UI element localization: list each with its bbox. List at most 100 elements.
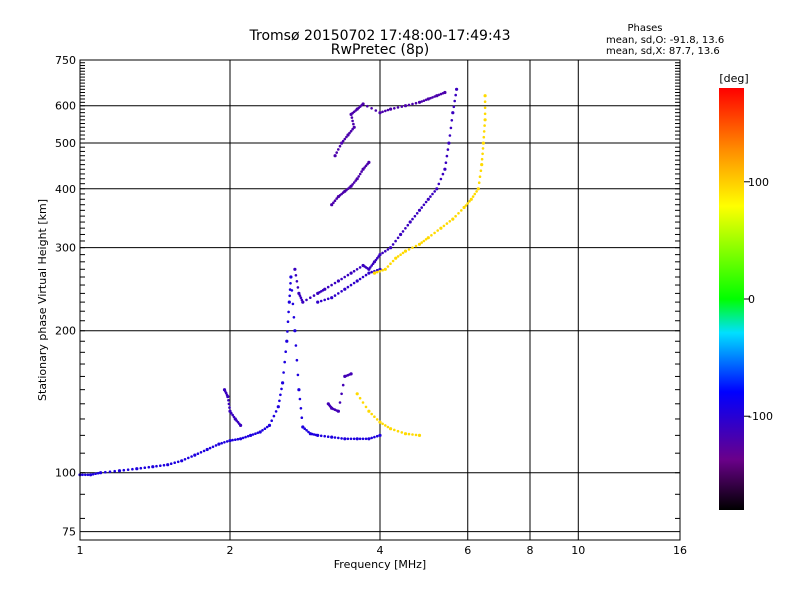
data-point [483,94,487,98]
data-point [333,436,337,439]
data-point [351,119,354,123]
data-point [254,432,257,436]
data-point [464,204,468,207]
data-point [389,107,393,111]
data-point [176,460,180,464]
chart-subtitle: RwPretec (8p) [331,42,429,58]
data-point [370,412,374,416]
data-point [378,420,382,424]
data-point [340,437,343,440]
data-point [384,424,387,427]
data-point [283,360,287,364]
data-point [480,157,484,161]
data-point [352,122,355,126]
data-point [389,427,393,431]
data-point [330,435,334,439]
data-point [361,275,365,279]
data-point [104,470,107,474]
data-point [91,473,95,476]
data-point [333,281,337,285]
data-point [483,118,487,122]
data-point [462,205,466,210]
data-point [166,463,170,467]
data-point [381,110,384,114]
data-point [358,277,362,281]
data-point [437,93,441,97]
data-point [445,154,449,158]
data-point [426,236,430,240]
data-point [139,466,143,470]
data-point [367,409,371,413]
data-point [295,358,299,362]
data-point [477,181,481,184]
data-point [448,134,452,137]
data-point [288,294,292,298]
data-point [258,430,262,434]
stats-line-o: mean, sd,O: -91.8, 13.6 [606,35,724,46]
data-point [239,437,243,441]
data-point [350,116,354,119]
data-point [439,92,443,96]
data-point [265,425,269,429]
data-point [336,409,340,413]
data-point [374,258,378,262]
data-point [267,423,272,427]
data-point [352,181,356,184]
data-point [190,455,193,458]
data-point [205,447,209,452]
data-point [396,106,400,109]
x-tick-label: 1 [77,544,84,557]
data-point [297,388,301,392]
data-point [476,187,480,191]
data-point [460,209,463,212]
data-point [330,296,334,300]
data-point [341,383,345,387]
data-point [239,423,243,427]
data-point [337,292,340,295]
data-point [483,106,487,110]
data-point [483,100,487,103]
data-point [303,427,307,431]
data-point [159,464,162,468]
data-point [326,435,330,439]
data-point [358,266,362,269]
y-axis-label: Stationary phase Virtual Height [km] [36,199,49,401]
data-point [399,253,402,256]
data-point [282,371,285,374]
data-point [426,97,430,101]
data-point [367,160,371,164]
data-point [196,452,200,456]
data-point [422,239,426,243]
data-point [414,101,418,105]
data-point [450,119,454,122]
chart-title: Tromsø 20150702 17:48:00-17:49:43 [249,28,511,44]
data-point [417,208,422,212]
data-point [407,432,411,436]
x-tick-label: 2 [227,544,234,557]
y-tick-label: 75 [62,526,76,539]
data-point [430,234,433,237]
data-point [228,439,232,443]
data-point [286,330,289,333]
data-point [338,401,342,404]
data-point [305,429,308,432]
data-point [381,251,384,255]
data-point [355,392,359,396]
data-point [86,473,90,477]
data-point [457,212,460,215]
data-point [436,229,440,232]
data-point [435,187,439,191]
data-point [289,282,292,285]
y-tick-label: 200 [55,325,76,338]
data-point [346,437,350,441]
data-point [366,104,369,108]
grid-lines [80,60,680,540]
x-tick-label: 16 [673,544,687,557]
data-point [301,300,305,304]
data-point [214,444,218,447]
stats-heading: Phases [627,23,662,34]
data-point [386,108,390,112]
data-point [433,190,437,193]
data-point [330,283,333,287]
data-point [337,436,340,440]
